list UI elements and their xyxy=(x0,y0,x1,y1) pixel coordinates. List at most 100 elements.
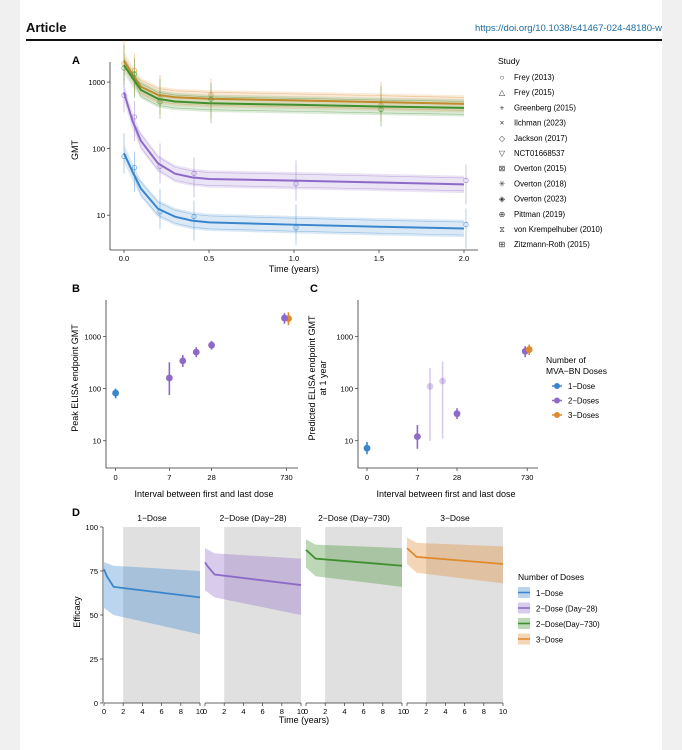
b-point xyxy=(192,348,200,356)
d-efficacy-line xyxy=(406,547,504,565)
panel-c: C Predicted ELISA endpoint GMT at 1 year… xyxy=(307,283,538,499)
panel-d-xlabel: Time (years) xyxy=(279,715,329,725)
a-xtick-label: 2.0 xyxy=(459,254,469,263)
a-point xyxy=(463,221,469,228)
a-study-line xyxy=(123,153,465,223)
a-point xyxy=(191,170,197,176)
panel-c-ylabel-1: Predicted ELISA endpoint GMT xyxy=(307,315,317,441)
bc-legend-label: 1−Dose xyxy=(568,382,595,391)
doi-link[interactable]: https://doi.org/10.1038/s41467-024-48180… xyxy=(475,23,662,34)
legend-label: Greenberg (2015) xyxy=(514,103,576,112)
header-rule xyxy=(26,39,662,41)
legend-symbol: ▽ xyxy=(499,149,506,158)
legend-symbol: ◇ xyxy=(499,134,506,143)
c-point xyxy=(426,383,434,390)
b-ytick-label: 1000 xyxy=(84,332,101,341)
d-ytick-label: 0 xyxy=(94,699,98,708)
a-point xyxy=(121,153,127,159)
d-xtick-label: 2 xyxy=(323,707,327,716)
d-ytick-label: 25 xyxy=(90,655,98,664)
bc-legend-title-1: Number of xyxy=(546,355,586,365)
d-xtick-label: 4 xyxy=(342,707,346,716)
a-point xyxy=(208,96,214,102)
c-point xyxy=(363,444,371,452)
panel-a-axes: 1000 100 10 0.0 0.5 1.0 1.5 2.0 xyxy=(88,62,478,263)
bc-legend-label: 2−Doses xyxy=(568,397,599,406)
bc-legend-key-dot xyxy=(554,383,560,389)
d-grey-window xyxy=(426,527,503,703)
a-point xyxy=(131,165,138,171)
a-study-line xyxy=(123,92,465,179)
c-xtick-label: 28 xyxy=(453,473,461,482)
a-fit-line xyxy=(123,60,465,105)
c-point xyxy=(414,433,421,441)
d-facet-title: 3−Dose xyxy=(440,513,470,523)
d-xtick-label: 0 xyxy=(304,707,308,716)
panel-a-data xyxy=(121,40,469,249)
d-facet-title: 1−Dose xyxy=(137,513,167,523)
d-xtick-label: 10 xyxy=(398,707,406,716)
a-xtick-label: 0.5 xyxy=(204,254,214,263)
d-ytick-label: 100 xyxy=(85,523,98,532)
a-ytick-label: 100 xyxy=(92,145,105,154)
d-xtick-label: 4 xyxy=(140,707,144,716)
a-ci-band xyxy=(124,51,464,113)
d-efficacy-line xyxy=(103,568,201,599)
panel-b-ylabel: Peak ELISA endpoint GMT xyxy=(70,324,80,432)
panel-a-ylabel: GMT xyxy=(70,140,80,160)
panel-d-label: D xyxy=(72,507,80,519)
a-fit-line xyxy=(123,92,465,186)
bc-legend-key-dot xyxy=(554,412,560,418)
legend-symbol: ◈ xyxy=(499,195,506,204)
d-grey-window xyxy=(224,527,301,703)
c-point xyxy=(453,410,461,418)
d-legend-label: 2−Dose(Day−730) xyxy=(536,620,600,629)
d-grey-window xyxy=(123,527,200,703)
legend-symbol: ⊠ xyxy=(499,164,506,173)
d-facet-title: 2−Dose (Day−730) xyxy=(318,513,390,523)
legend-label: von Krempelhuber (2010) xyxy=(514,225,603,234)
panel-b-label: B xyxy=(72,283,80,295)
a-point xyxy=(157,163,163,170)
panel-a-legend: ○ Frey (2013) △ Frey (2015) + Greenberg (2015… xyxy=(499,73,603,249)
b-point xyxy=(208,341,216,349)
a-point xyxy=(121,65,127,71)
a-study-line xyxy=(123,64,465,115)
panel-c-xlabel: Interval between first and last dose xyxy=(376,489,515,499)
a-point xyxy=(121,92,127,98)
d-grey-window xyxy=(325,527,402,703)
b-xtick-label: 0 xyxy=(114,473,118,482)
d-efficacy-line xyxy=(204,561,302,586)
a-xtick-label: 1.5 xyxy=(374,254,384,263)
d-legend-title: Number of Doses xyxy=(518,572,584,582)
bc-legend-key-dot xyxy=(554,397,560,404)
d-xtick-label: 6 xyxy=(261,707,265,716)
legend-symbol: ⊞ xyxy=(499,240,506,249)
c-ytick-label: 100 xyxy=(340,385,353,394)
b-point xyxy=(165,374,173,382)
a-point xyxy=(463,177,469,183)
c-xtick-label: 7 xyxy=(415,473,419,482)
a-ci-band xyxy=(124,83,464,194)
panel-d: D Efficacy Time (years) 10075502501−Dose… xyxy=(72,507,600,725)
panel-a: A GMT Time (years) 1000 100 10 0.0 0.5 1.0 1.5… xyxy=(70,40,603,274)
bc-legend-label: 3−Doses xyxy=(568,411,599,420)
d-xtick-label: 4 xyxy=(443,707,447,716)
d-legend-label: 3−Dose xyxy=(536,636,563,645)
legend-label: Ilchman (2023) xyxy=(514,119,566,128)
legend-label: Zitzmann-Roth (2015) xyxy=(514,240,590,249)
d-xtick-label: 6 xyxy=(463,707,467,716)
d-xtick-label: 0 xyxy=(405,707,409,716)
a-fit-line xyxy=(123,152,465,230)
a-ci-band xyxy=(124,144,464,238)
d-legend-label: 2−Dose (Day−28) xyxy=(536,605,598,614)
legend-symbol: ⊕ xyxy=(499,210,506,219)
a-fit-line xyxy=(123,64,465,109)
d-ribbon xyxy=(306,539,402,587)
c-point xyxy=(525,346,533,353)
d-xtick-label: 10 xyxy=(297,707,305,716)
